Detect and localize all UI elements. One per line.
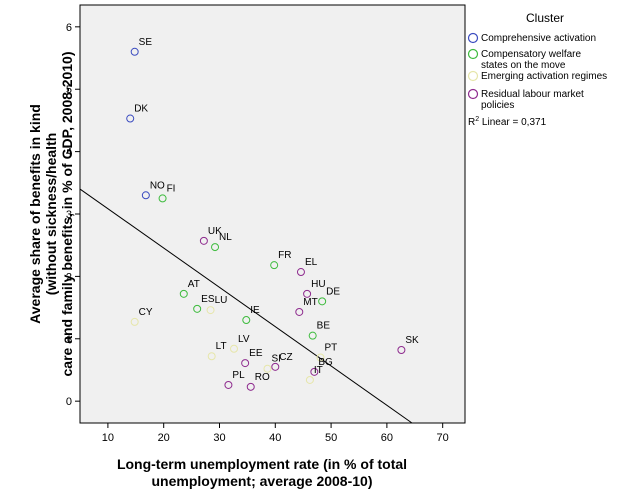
y-axis-title-line-3: care and family benefits, in % of GDP, 2… [59, 52, 75, 377]
legend-label: Residual labour market policies [481, 89, 584, 111]
legend-title: Cluster [526, 11, 564, 25]
legend-marker [467, 88, 479, 100]
y-tick-label: 0 [66, 396, 72, 408]
data-point-se [130, 47, 139, 56]
legend-marker [467, 32, 479, 44]
point-label-lt: LT [216, 341, 227, 352]
data-point-nl [211, 243, 220, 252]
data-point-es [193, 304, 202, 313]
data-point-pl [224, 380, 233, 389]
point-label-ee: EE [249, 348, 263, 359]
fit-label: R2 Linear = 0,371 [468, 116, 547, 128]
data-point-el [296, 268, 305, 277]
legend-marker [467, 48, 479, 60]
data-point-fi [158, 194, 167, 203]
legend-label: Comprehensive activation [481, 33, 596, 44]
legend-label: Emerging activation regimes [481, 71, 607, 82]
data-point-si [263, 364, 272, 373]
data-point-cz [271, 362, 280, 371]
data-point-cy [130, 317, 139, 326]
data-point-lt [207, 352, 216, 361]
data-point-sk [397, 346, 406, 355]
x-axis-title-line-2: unemployment; average 2008-10) [152, 473, 373, 489]
data-point-it [305, 375, 314, 384]
data-point-lu [206, 306, 215, 315]
axes: 10 20 30 40 50 60 70 0 1 2 3 4 5 6 [66, 22, 449, 444]
data-points [126, 47, 406, 391]
point-label-cy: CY [139, 307, 153, 318]
x-tick-label: 30 [213, 432, 225, 444]
point-label-lv: LV [238, 334, 250, 345]
point-label-nl: NL [219, 232, 232, 243]
legend-marker [467, 70, 479, 82]
point-label-pl: PL [232, 370, 245, 381]
y-axis-title-line-1: Average share of benefits in kind [27, 104, 43, 324]
point-label-se: SE [139, 37, 153, 48]
point-label-hu: HU [311, 279, 325, 290]
x-tick-label: 60 [381, 432, 393, 444]
y-tick-label: 5 [66, 84, 72, 96]
y-tick-label: 3 [66, 209, 72, 221]
point-label-be: BE [317, 321, 331, 332]
data-point-lv [230, 344, 238, 353]
y-tick-label: 4 [66, 147, 72, 159]
data-point-mt [295, 307, 304, 316]
point-label-fr: FR [278, 250, 291, 261]
point-label-ie: IE [250, 305, 260, 316]
point-label-it: IT [314, 365, 323, 376]
data-point-ee [241, 359, 250, 368]
data-point-be [308, 331, 317, 340]
point-label-fi: FI [167, 183, 176, 194]
y-tick-label: 6 [66, 22, 72, 34]
fit-line-group [79, 188, 413, 424]
y-tick-label: 1 [66, 334, 72, 346]
x-tick-label: 10 [102, 432, 114, 444]
point-label-el: EL [305, 257, 318, 268]
data-point-fr [270, 261, 279, 270]
data-point-ie [242, 316, 251, 325]
x-axis-title-line-1: Long-term unemployment rate (in % of tot… [117, 456, 407, 472]
data-point-ro [246, 382, 255, 391]
point-label-mt: MT [303, 297, 317, 308]
legend: Cluster Comprehensive activation Compensa… [467, 11, 607, 111]
point-label-si: SI [271, 354, 280, 365]
point-label-at: AT [188, 279, 200, 290]
x-tick-label: 20 [158, 432, 170, 444]
data-point-pt [316, 353, 325, 362]
point-label-ro: RO [255, 372, 270, 383]
point-label-de: DE [326, 286, 340, 297]
point-label-es: ES [201, 294, 215, 305]
point-label-cz: CZ [279, 352, 292, 363]
legend-label: Compensatory welfare states on the move [481, 49, 581, 71]
point-label-sk: SK [405, 335, 419, 346]
y-axis-title-line-2: (without sickness/health [43, 133, 59, 296]
y-tick-label: 2 [66, 271, 72, 283]
point-label-lu: LU [215, 295, 228, 306]
point-label-dk: DK [134, 104, 148, 115]
fit-line [79, 188, 413, 424]
data-point-hu [303, 289, 312, 298]
data-point-uk [199, 236, 208, 245]
y-axis-title: Average share of benefits in kind (witho… [27, 52, 75, 377]
point-label-pt: PT [324, 342, 337, 353]
point-label-bg: BG [318, 357, 333, 368]
data-point-no [141, 191, 150, 200]
data-point-de [318, 297, 327, 306]
x-axis-title: Long-term unemployment rate (in % of tot… [117, 456, 407, 489]
x-tick-label: 40 [269, 432, 281, 444]
point-label-no: NO [150, 180, 165, 191]
data-point-bg [310, 367, 319, 376]
x-tick-label: 70 [437, 432, 449, 444]
data-point-at [179, 289, 188, 298]
data-point-dk [126, 114, 135, 123]
point-label-uk: UK [208, 226, 222, 237]
x-tick-label: 50 [325, 432, 337, 444]
